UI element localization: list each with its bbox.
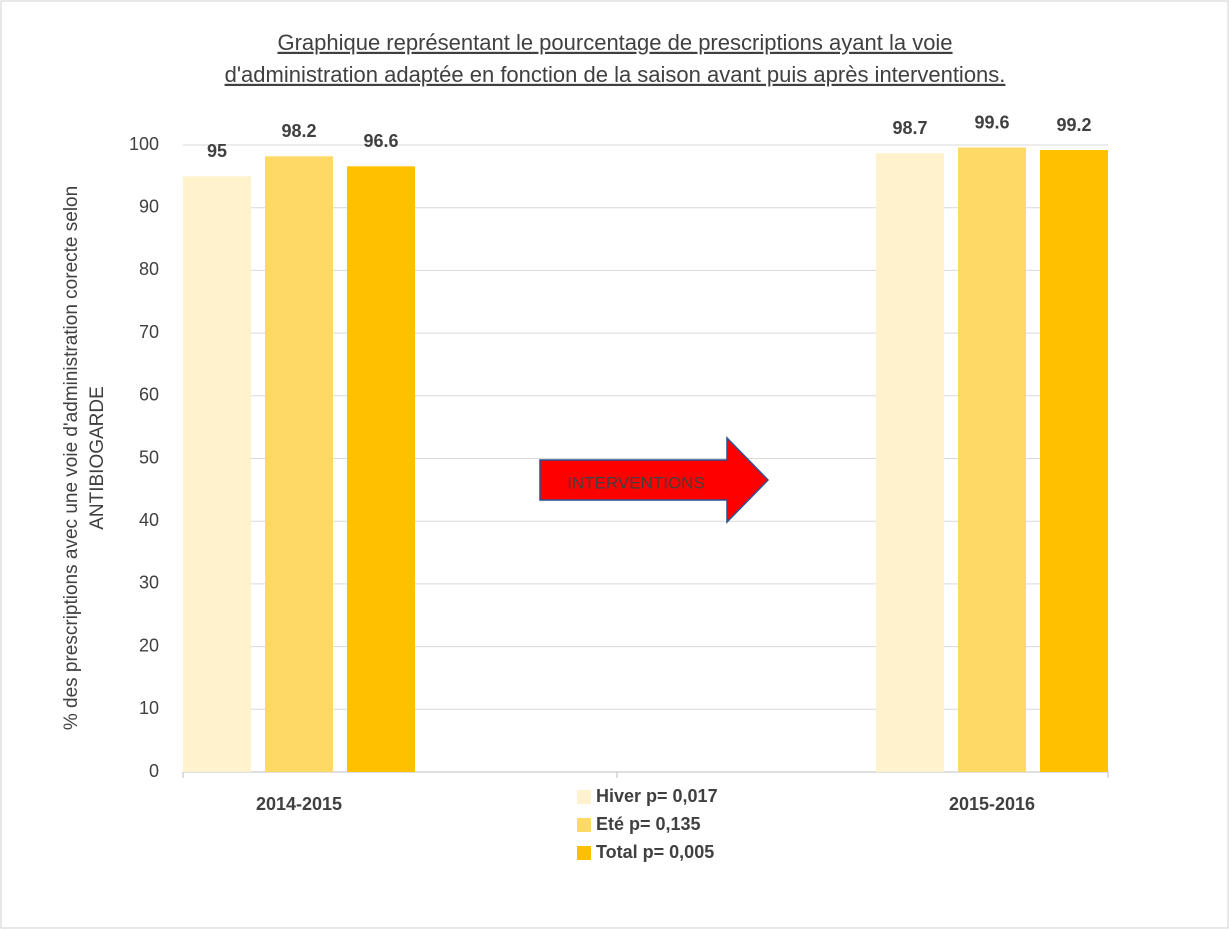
legend-swatch: [577, 790, 591, 804]
y-tick-label: 0: [149, 761, 159, 781]
legend-label: Hiver p= 0,017: [596, 786, 718, 806]
legend-swatch: [577, 818, 591, 832]
y-axis-label: ANTIBIOGARDE: [87, 386, 108, 530]
legend-swatch: [577, 846, 591, 860]
bar: [876, 153, 944, 772]
data-label: 99.6: [974, 112, 1009, 132]
data-label: 98.2: [281, 121, 316, 141]
bar: [347, 166, 415, 772]
y-tick-label: 20: [139, 635, 159, 655]
chart-title: Graphique représentant le pourcentage de…: [277, 30, 952, 55]
y-tick-label: 90: [139, 196, 159, 216]
annotation: INTERVENTIONS: [567, 473, 705, 492]
legend-label: Eté p= 0,135: [596, 814, 701, 834]
chart-title: d'administration adaptée en fonction de …: [225, 62, 1006, 87]
data-label: 95: [207, 141, 227, 161]
y-tick-label: 70: [139, 322, 159, 342]
y-tick-label: 10: [139, 698, 159, 718]
x-tick-label: 2014-2015: [256, 794, 342, 814]
bar: [958, 147, 1026, 772]
y-axis-label: % des prescriptions avec une voie d'admi…: [61, 186, 82, 730]
data-label: 99.2: [1056, 115, 1091, 135]
x-tick-label: 2015-2016: [949, 794, 1035, 814]
legend-label: Total p= 0,005: [596, 842, 714, 862]
annotation-arrow: [539, 436, 770, 524]
y-tick-label: 60: [139, 385, 159, 405]
y-tick-label: 80: [139, 259, 159, 279]
y-tick-label: 50: [139, 447, 159, 467]
y-tick-label: 40: [139, 510, 159, 530]
y-tick-label: 30: [139, 573, 159, 593]
data-label: 96.6: [363, 131, 398, 151]
bar: [1040, 150, 1108, 773]
y-tick-label: 100: [129, 134, 159, 154]
bar: [183, 176, 251, 773]
data-label: 98.7: [892, 118, 927, 138]
bar: [265, 156, 333, 772]
